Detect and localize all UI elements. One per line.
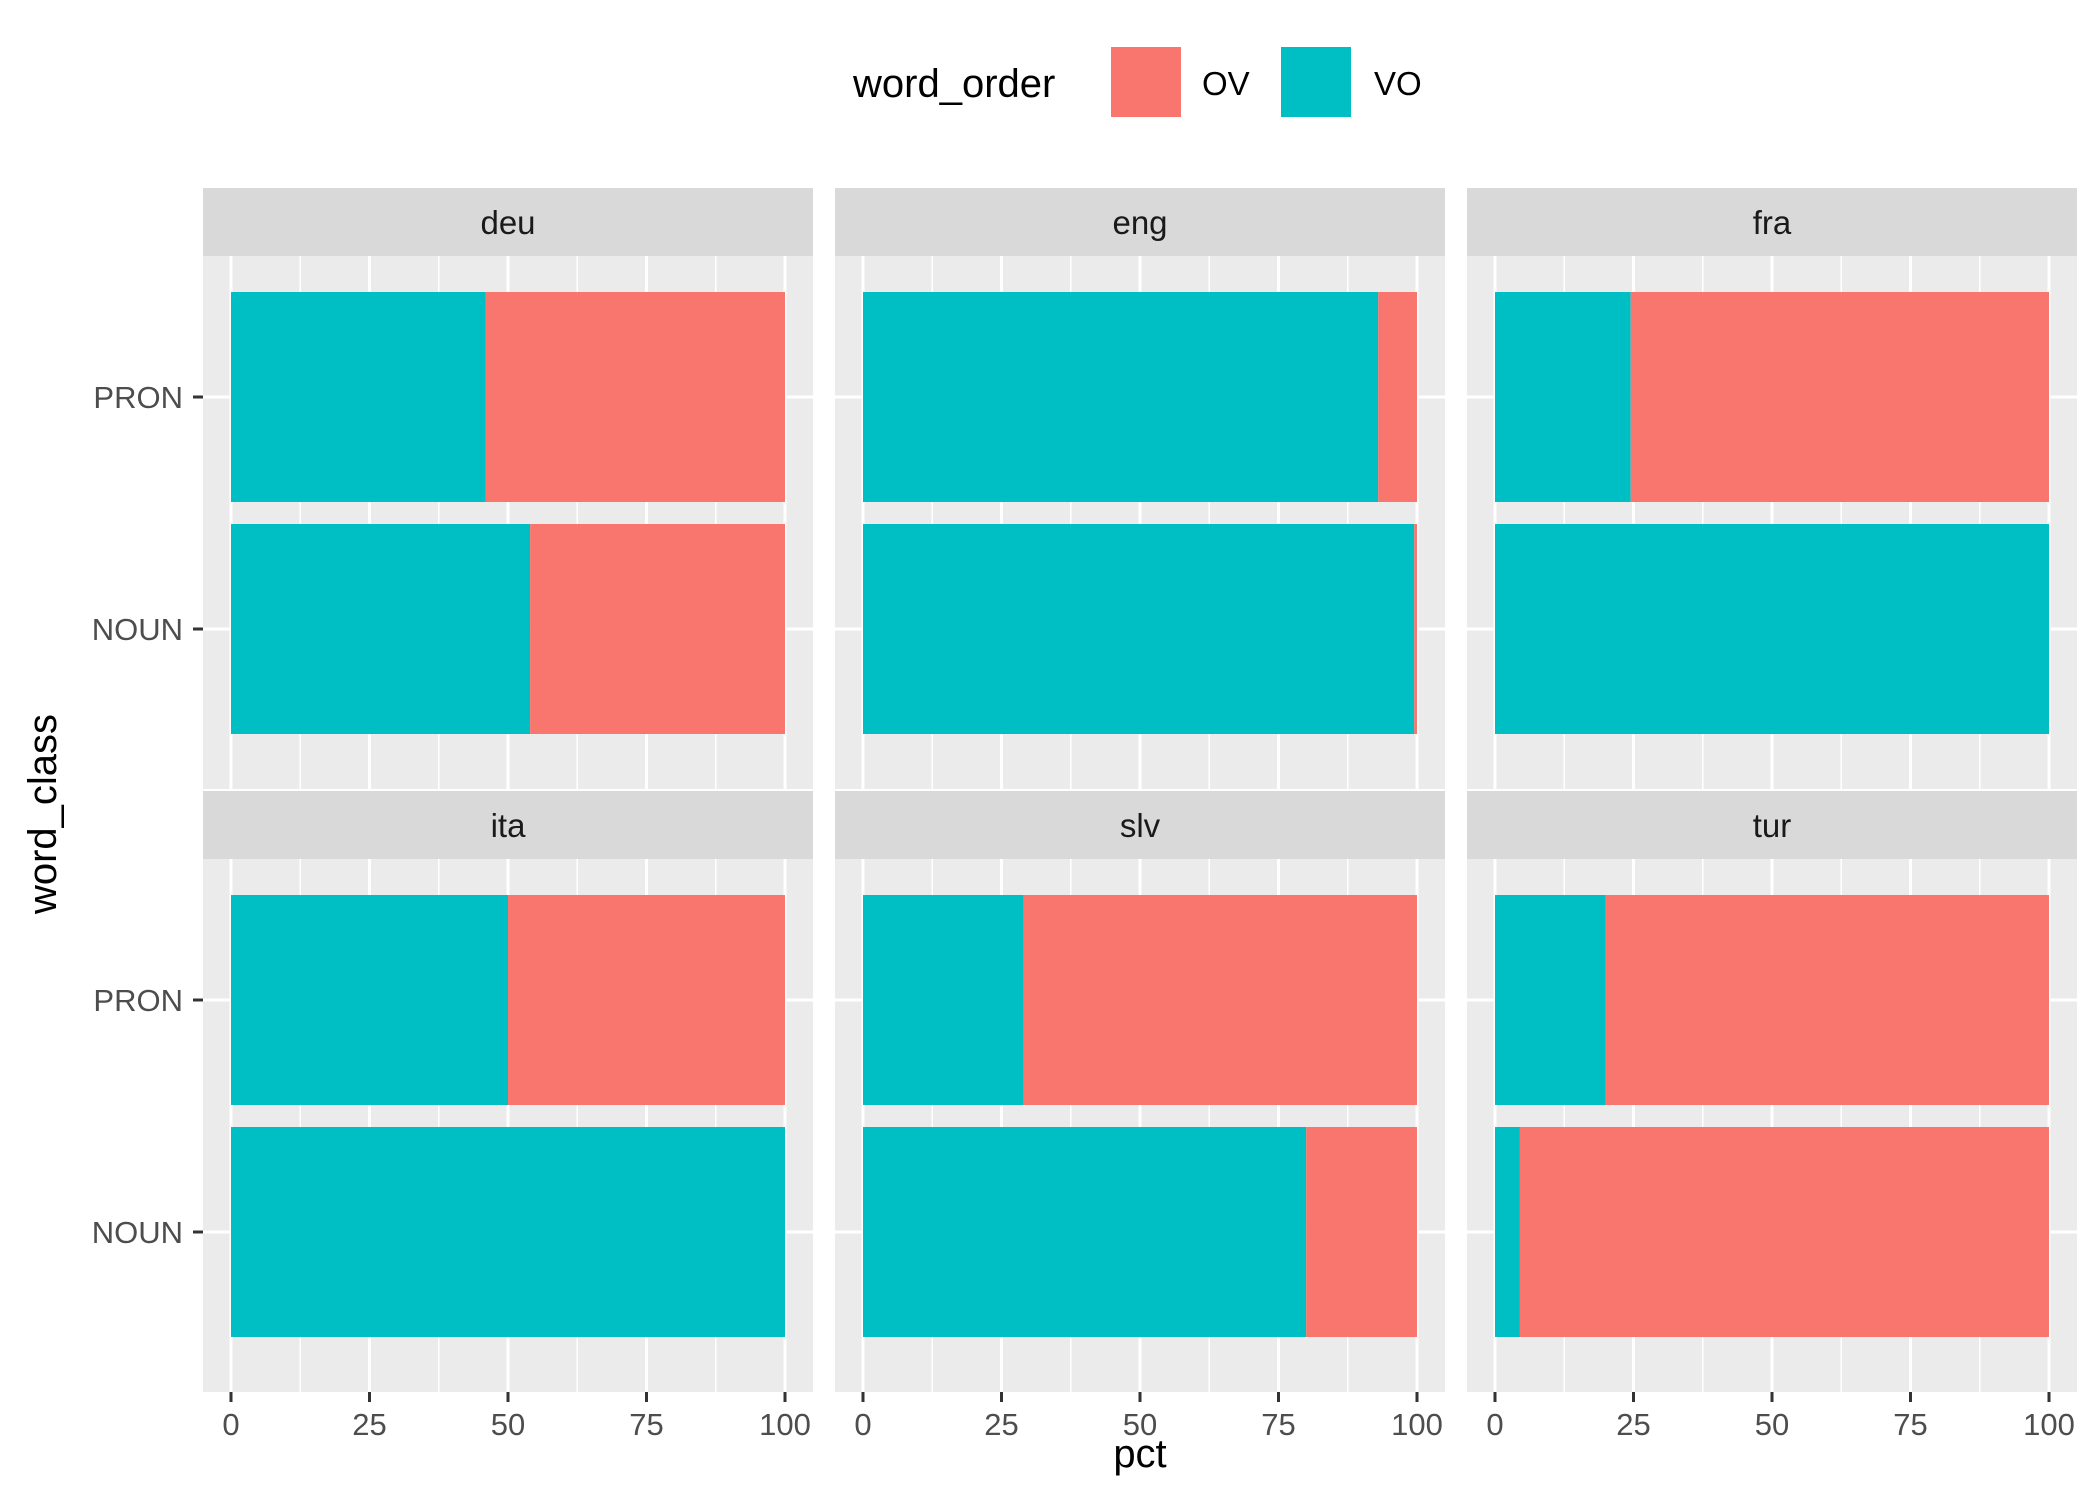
bar-vo-pron (863, 292, 1379, 502)
legend-label-vo: VO (1374, 65, 1422, 102)
legend-key-ov (1111, 47, 1181, 117)
bar-ov-noun (1306, 1127, 1417, 1337)
facet-panel-ita: ita PRON NOUN 0 25 50 75 100 (92, 791, 813, 1442)
legend: word_order OV VO (852, 47, 1422, 117)
facet-strip (203, 791, 813, 859)
bar-ov-pron (485, 292, 785, 502)
bar-vo-pron (1495, 895, 1606, 1105)
bar-vo-noun (863, 524, 1415, 734)
facet-strip-label: ita (491, 807, 527, 844)
facet-panel-eng: eng (835, 188, 1445, 789)
x-tick-label: 25 (1616, 1407, 1650, 1442)
bar-vo-pron (231, 292, 486, 502)
facet-strip (1467, 791, 2077, 859)
bar-vo-pron (863, 895, 1024, 1105)
facet-strip-label: deu (480, 204, 535, 241)
facet-strip (835, 188, 1445, 256)
facet-panel-fra: fra (1467, 188, 2077, 789)
bar-ov-pron (1023, 895, 1417, 1105)
bar-vo-noun (863, 1127, 1307, 1337)
x-tick-label: 75 (629, 1407, 663, 1442)
bar-vo-noun (1495, 524, 2049, 734)
y-tick-label: NOUN (92, 1215, 183, 1250)
facet-strip (835, 791, 1445, 859)
facet-strip-label: fra (1753, 204, 1792, 241)
legend-label-ov: OV (1202, 65, 1250, 102)
x-tick-label: 25 (984, 1407, 1018, 1442)
x-tick-label: 50 (1755, 1407, 1789, 1442)
facet-strip-label: tur (1753, 807, 1792, 844)
bar-vo-noun (231, 524, 531, 734)
x-tick-label: 0 (854, 1407, 871, 1442)
x-tick-label: 0 (1486, 1407, 1503, 1442)
x-axis-title: pct (1113, 1432, 1166, 1476)
bar-ov-noun (1519, 1127, 2049, 1337)
y-tick-label: PRON (93, 983, 183, 1018)
x-tick-label: 100 (1391, 1407, 1443, 1442)
facet-strip (1467, 188, 2077, 256)
bar-ov-pron (1605, 895, 2049, 1105)
bar-vo-noun (1495, 1127, 1520, 1337)
bar-ov-pron (1630, 292, 2049, 502)
x-tick-label: 75 (1261, 1407, 1295, 1442)
x-tick-label: 100 (759, 1407, 811, 1442)
bar-vo-noun (231, 1127, 785, 1337)
y-axis-title: word_class (21, 714, 65, 915)
x-tick-label: 0 (222, 1407, 239, 1442)
y-tick-label: NOUN (92, 612, 183, 647)
x-tick-label: 50 (1123, 1407, 1157, 1442)
facet-panel-deu: deu PRON NOUN (92, 188, 813, 789)
facet-strip (203, 188, 813, 256)
y-tick-label: PRON (93, 380, 183, 415)
bar-ov-noun (1414, 524, 1417, 734)
bar-ov-noun (530, 524, 785, 734)
bar-vo-pron (231, 895, 508, 1105)
facet-strip-label: slv (1120, 807, 1161, 844)
x-tick-label: 75 (1893, 1407, 1927, 1442)
x-tick-label: 50 (491, 1407, 525, 1442)
bar-ov-pron (1378, 292, 1417, 502)
bar-ov-pron (508, 895, 785, 1105)
x-tick-label: 25 (352, 1407, 386, 1442)
bar-vo-pron (1495, 292, 1631, 502)
legend-title: word_order (852, 62, 1055, 106)
x-tick-label: 100 (2023, 1407, 2075, 1442)
legend-key-vo (1281, 47, 1351, 117)
facet-panel-tur: tur 0 25 50 75 100 (1467, 791, 2077, 1442)
facet-panel-slv: slv 0 25 50 75 100 (835, 791, 1445, 1442)
facet-strip-label: eng (1112, 204, 1167, 241)
